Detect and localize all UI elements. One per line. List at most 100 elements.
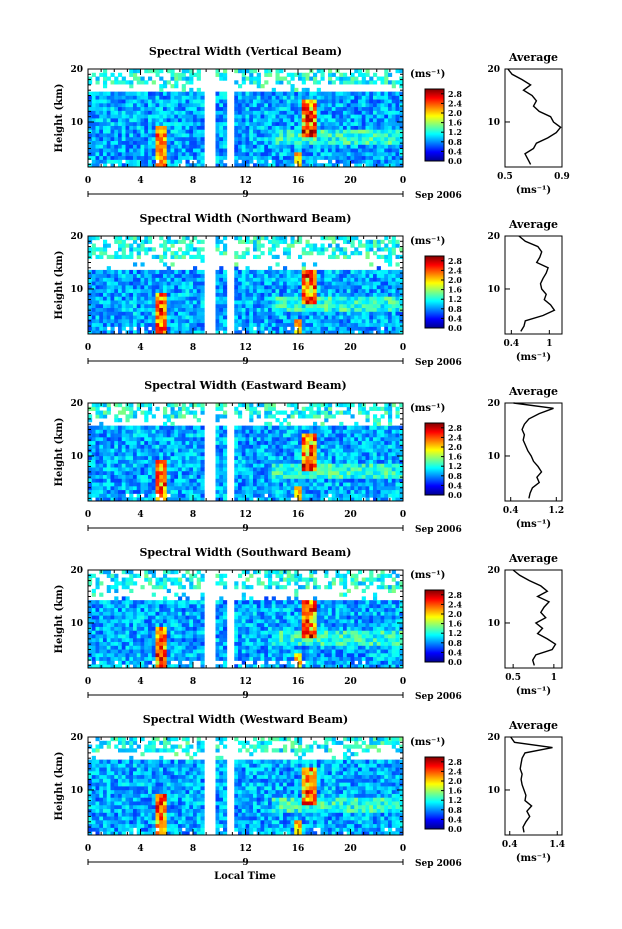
heatmap-cell <box>249 489 254 494</box>
heatmap-cell <box>166 266 171 271</box>
heatmap-cell <box>268 281 273 286</box>
heatmap-cell <box>91 482 96 487</box>
heatmap-cell <box>110 99 115 104</box>
heatmap-cell <box>155 114 160 119</box>
heatmap-cell <box>185 163 190 168</box>
heatmap-cell <box>193 474 198 479</box>
heatmap-cell <box>159 448 164 453</box>
heatmap-cell <box>241 288 246 293</box>
heatmap-cell <box>151 455 156 460</box>
heatmap-cell <box>268 455 273 460</box>
heatmap-cell <box>223 277 228 282</box>
heatmap-cell <box>271 288 276 293</box>
heatmap-cell <box>99 91 104 96</box>
heatmap-cell <box>215 118 220 123</box>
heatmap-cell <box>253 300 258 305</box>
heatmap-cell <box>166 151 171 157</box>
x-tick-label: 0 <box>85 343 91 353</box>
heatmap-cell <box>189 136 194 142</box>
heatmap-cell <box>118 497 123 502</box>
heatmap-cell <box>249 281 254 286</box>
heatmap-cell <box>268 106 273 111</box>
heatmap-cell <box>219 493 224 498</box>
heatmap-cell <box>196 300 201 305</box>
heatmap-cell <box>361 318 366 324</box>
heatmap-cell <box>185 288 190 293</box>
heatmap-cell <box>189 452 194 457</box>
heatmap-cell <box>215 489 220 494</box>
heatmap-cell <box>301 118 306 123</box>
heatmap-cell <box>125 440 130 445</box>
heatmap-cell <box>189 459 194 464</box>
heatmap-cell <box>256 76 261 81</box>
heatmap-cell <box>118 239 123 244</box>
heatmap-cell <box>155 478 160 483</box>
heatmap-cell <box>114 114 119 119</box>
heatmap-cell <box>253 307 258 312</box>
heatmap-cell <box>91 436 96 442</box>
heatmap-cell <box>279 425 284 430</box>
heatmap-cell <box>365 273 370 278</box>
heatmap-cell <box>200 452 205 457</box>
heatmap-cell <box>91 106 96 111</box>
heatmap-cell <box>369 102 374 108</box>
heatmap-cell <box>376 292 381 297</box>
heatmap-cell <box>159 258 164 263</box>
heatmap-cell <box>95 318 100 324</box>
heatmap-cell <box>399 296 404 301</box>
heatmap-cell <box>151 433 156 438</box>
heatmap-cell <box>354 326 359 331</box>
heatmap-cell <box>290 440 295 445</box>
heatmap-cell <box>245 474 250 479</box>
heatmap-cell <box>114 429 119 434</box>
heatmap-cell <box>125 99 130 104</box>
heatmap-cell <box>271 133 276 138</box>
heatmap-cell <box>339 125 344 130</box>
heatmap-cell <box>335 118 340 123</box>
heatmap-cell <box>133 459 138 464</box>
heatmap-cell <box>159 148 164 153</box>
heatmap-cell <box>339 76 344 81</box>
y-tick-label: 10 <box>70 118 83 128</box>
heatmap-cell <box>301 285 306 290</box>
heatmap-cell <box>241 114 246 119</box>
heatmap-cell <box>245 326 250 331</box>
heatmap-cell <box>391 151 396 157</box>
heatmap-cell <box>155 485 160 491</box>
heatmap-cell <box>245 315 250 320</box>
heatmap-cell <box>148 436 153 442</box>
heatmap-cell <box>140 403 145 408</box>
heatmap-cell <box>358 318 363 324</box>
heatmap-cell <box>110 288 115 293</box>
heatmap-cell <box>159 155 164 160</box>
heatmap-cell <box>185 318 190 324</box>
heatmap-cell <box>223 269 228 275</box>
heatmap-cell <box>155 330 160 335</box>
heatmap-cell <box>219 91 224 96</box>
heatmap-cell <box>215 330 220 335</box>
heatmap-cell <box>298 436 303 442</box>
heatmap-cell <box>324 455 329 460</box>
heatmap-cell <box>133 262 138 267</box>
heatmap-cell <box>144 418 149 423</box>
heatmap-cell <box>181 467 186 472</box>
heatmap-cell <box>369 76 374 81</box>
heatmap-cell <box>260 121 265 126</box>
heatmap-cell <box>376 136 381 142</box>
heatmap-cell <box>215 292 220 297</box>
heatmap-cell <box>399 303 404 309</box>
heatmap-cell <box>275 296 280 301</box>
heatmap-cell <box>151 414 156 419</box>
heatmap-cell <box>200 129 205 134</box>
heatmap-cell <box>125 425 130 430</box>
heatmap-cell <box>106 273 111 278</box>
heatmap-cell <box>185 478 190 483</box>
heatmap-cell <box>181 489 186 494</box>
date-label: Sep 2006 <box>415 358 462 368</box>
average-x-tick-label: 0.9 <box>554 172 570 182</box>
heatmap-cell <box>136 236 141 241</box>
heatmap-cell <box>286 444 291 449</box>
heatmap-cell <box>144 288 149 293</box>
heatmap-cell <box>223 99 228 104</box>
heatmap-cell <box>155 129 160 134</box>
